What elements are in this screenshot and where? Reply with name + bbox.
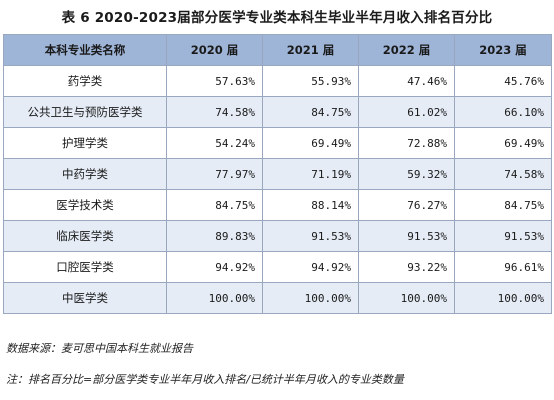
data-source-note: 数据来源：麦可思中国本科生就业报告 xyxy=(6,342,193,355)
cell-2022: 72.88% xyxy=(358,127,455,159)
header-2020: 2020 届 xyxy=(166,34,263,66)
cell-2021: 91.53% xyxy=(262,220,359,252)
cell-2022: 76.27% xyxy=(358,189,455,221)
cell-2023: 69.49% xyxy=(454,127,552,159)
cell-2020: 89.83% xyxy=(166,220,263,252)
cell-2022: 93.22% xyxy=(358,251,455,283)
header-major: 本科专业类名称 xyxy=(3,34,167,66)
cell-2021: 94.92% xyxy=(262,251,359,283)
header-row: 本科专业类名称 2020 届 2021 届 2022 届 2023 届 xyxy=(3,34,552,66)
cell-2023: 45.76% xyxy=(454,65,552,97)
cell-2023: 100.00% xyxy=(454,282,552,314)
cell-2022: 59.32% xyxy=(358,158,455,190)
cell-2021: 55.93% xyxy=(262,65,359,97)
table-row: 护理学类 54.24% 69.49% 72.88% 69.49% xyxy=(3,127,552,159)
table-row: 口腔医学类 94.92% 94.92% 93.22% 96.61% xyxy=(3,251,552,283)
cell-2020: 94.92% xyxy=(166,251,263,283)
table-row: 中药学类 77.97% 71.19% 59.32% 74.58% xyxy=(3,158,552,190)
cell-2020: 74.58% xyxy=(166,96,263,128)
row-name: 医学技术类 xyxy=(3,189,167,221)
row-name: 中药学类 xyxy=(3,158,167,190)
cell-2020: 84.75% xyxy=(166,189,263,221)
header-2022: 2022 届 xyxy=(358,34,455,66)
cell-2023: 91.53% xyxy=(454,220,552,252)
table-row: 中医学类 100.00% 100.00% 100.00% 100.00% xyxy=(3,282,552,314)
cell-2022: 47.46% xyxy=(358,65,455,97)
row-name: 护理学类 xyxy=(3,127,167,159)
table-row: 公共卫生与预防医学类 74.58% 84.75% 61.02% 66.10% xyxy=(3,96,552,128)
cell-2020: 100.00% xyxy=(166,282,263,314)
cell-2021: 100.00% xyxy=(262,282,359,314)
cell-2022: 91.53% xyxy=(358,220,455,252)
income-rank-table: 本科专业类名称 2020 届 2021 届 2022 届 2023 届 药学类 … xyxy=(3,34,552,314)
cell-2023: 66.10% xyxy=(454,96,552,128)
table-title: 表 6 2020-2023届部分医学专业类本科生毕业半年月收入排名百分比 xyxy=(61,10,493,26)
row-name: 临床医学类 xyxy=(3,220,167,252)
cell-2023: 84.75% xyxy=(454,189,552,221)
table-row: 医学技术类 84.75% 88.14% 76.27% 84.75% xyxy=(3,189,552,221)
cell-2022: 61.02% xyxy=(358,96,455,128)
row-name: 药学类 xyxy=(3,65,167,97)
cell-2020: 57.63% xyxy=(166,65,263,97)
row-name: 公共卫生与预防医学类 xyxy=(3,96,167,128)
cell-2020: 77.97% xyxy=(166,158,263,190)
table-row: 临床医学类 89.83% 91.53% 91.53% 91.53% xyxy=(3,220,552,252)
row-name: 口腔医学类 xyxy=(3,251,167,283)
header-2021: 2021 届 xyxy=(262,34,359,66)
cell-2020: 54.24% xyxy=(166,127,263,159)
cell-2021: 71.19% xyxy=(262,158,359,190)
header-2023: 2023 届 xyxy=(454,34,552,66)
cell-2021: 88.14% xyxy=(262,189,359,221)
definition-note: 注：排名百分比=部分医学类专业半年月收入排名/已统计半年月收入的专业类数量 xyxy=(6,373,404,386)
row-name: 中医学类 xyxy=(3,282,167,314)
cell-2021: 84.75% xyxy=(262,96,359,128)
cell-2021: 69.49% xyxy=(262,127,359,159)
cell-2022: 100.00% xyxy=(358,282,455,314)
table-row: 药学类 57.63% 55.93% 47.46% 45.76% xyxy=(3,65,552,97)
cell-2023: 74.58% xyxy=(454,158,552,190)
cell-2023: 96.61% xyxy=(454,251,552,283)
